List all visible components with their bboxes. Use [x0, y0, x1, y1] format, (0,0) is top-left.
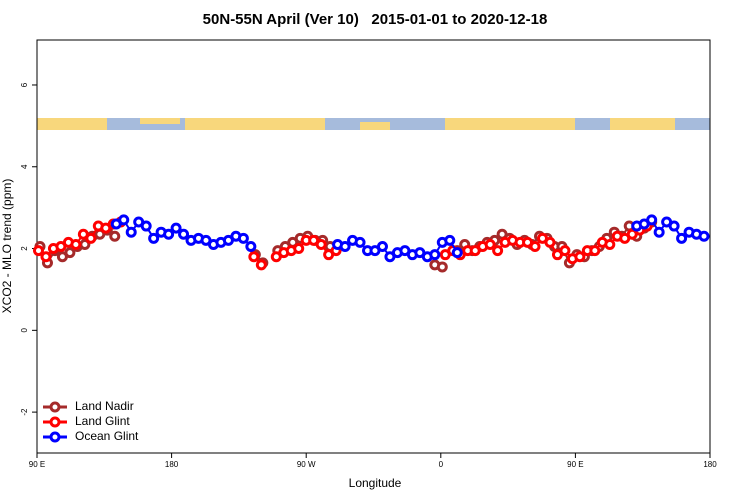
y-tick-label: 4 [20, 164, 29, 169]
point [85, 232, 97, 244]
y-tick-label: -2 [20, 408, 29, 416]
y-tick-label: 2 [20, 246, 29, 251]
chart-title: 50N-55N April (Ver 10) 2015-01-01 to 202… [203, 11, 548, 28]
point [653, 226, 665, 238]
point [484, 238, 496, 250]
point [529, 241, 541, 252]
point [436, 261, 448, 273]
x-tick-label: 180 [703, 460, 717, 469]
point [109, 230, 121, 242]
x-axis-label: Longitude [349, 476, 402, 490]
point [646, 214, 658, 226]
x-tick-label: 90 W [297, 460, 316, 469]
x-tick-label: 90 E [567, 460, 583, 469]
point [163, 228, 175, 240]
point [698, 230, 710, 242]
surface-strip [37, 118, 710, 130]
legend-marker [49, 401, 61, 413]
legend-label: Land Glint [75, 414, 130, 428]
point [544, 236, 556, 248]
point [376, 241, 388, 252]
point [170, 222, 182, 234]
point [178, 228, 190, 240]
point [315, 238, 327, 250]
legend-label: Land Nadir [75, 399, 134, 413]
y-tick-label: 6 [20, 82, 29, 87]
legend-marker [49, 431, 61, 443]
x-tick-label: 180 [165, 460, 179, 469]
point [444, 234, 456, 246]
point [668, 220, 680, 232]
point [125, 226, 137, 238]
point [589, 245, 601, 257]
x-tick-label: 90 E [29, 460, 45, 469]
point [293, 243, 305, 255]
point [354, 236, 366, 248]
point [604, 238, 616, 250]
point [248, 251, 260, 263]
point [255, 259, 267, 271]
point [429, 249, 441, 261]
point [140, 220, 152, 232]
point [237, 232, 249, 244]
point [245, 241, 257, 252]
point [492, 245, 504, 257]
point [64, 247, 76, 259]
point [32, 245, 44, 257]
legend-marker [49, 416, 61, 428]
point [70, 238, 82, 250]
point [559, 245, 571, 257]
y-tick-label: 0 [20, 328, 29, 333]
legend-label: Ocean Glint [75, 429, 139, 443]
point [40, 251, 52, 263]
point [148, 232, 160, 244]
point [676, 232, 688, 244]
x-tick-label: 0 [439, 460, 444, 469]
point [118, 214, 130, 226]
point [339, 241, 351, 252]
point [451, 247, 463, 259]
point [574, 251, 586, 263]
series-line [37, 221, 648, 266]
y-axis-label: XCO2 - MLO trend (ppm) [0, 179, 14, 314]
